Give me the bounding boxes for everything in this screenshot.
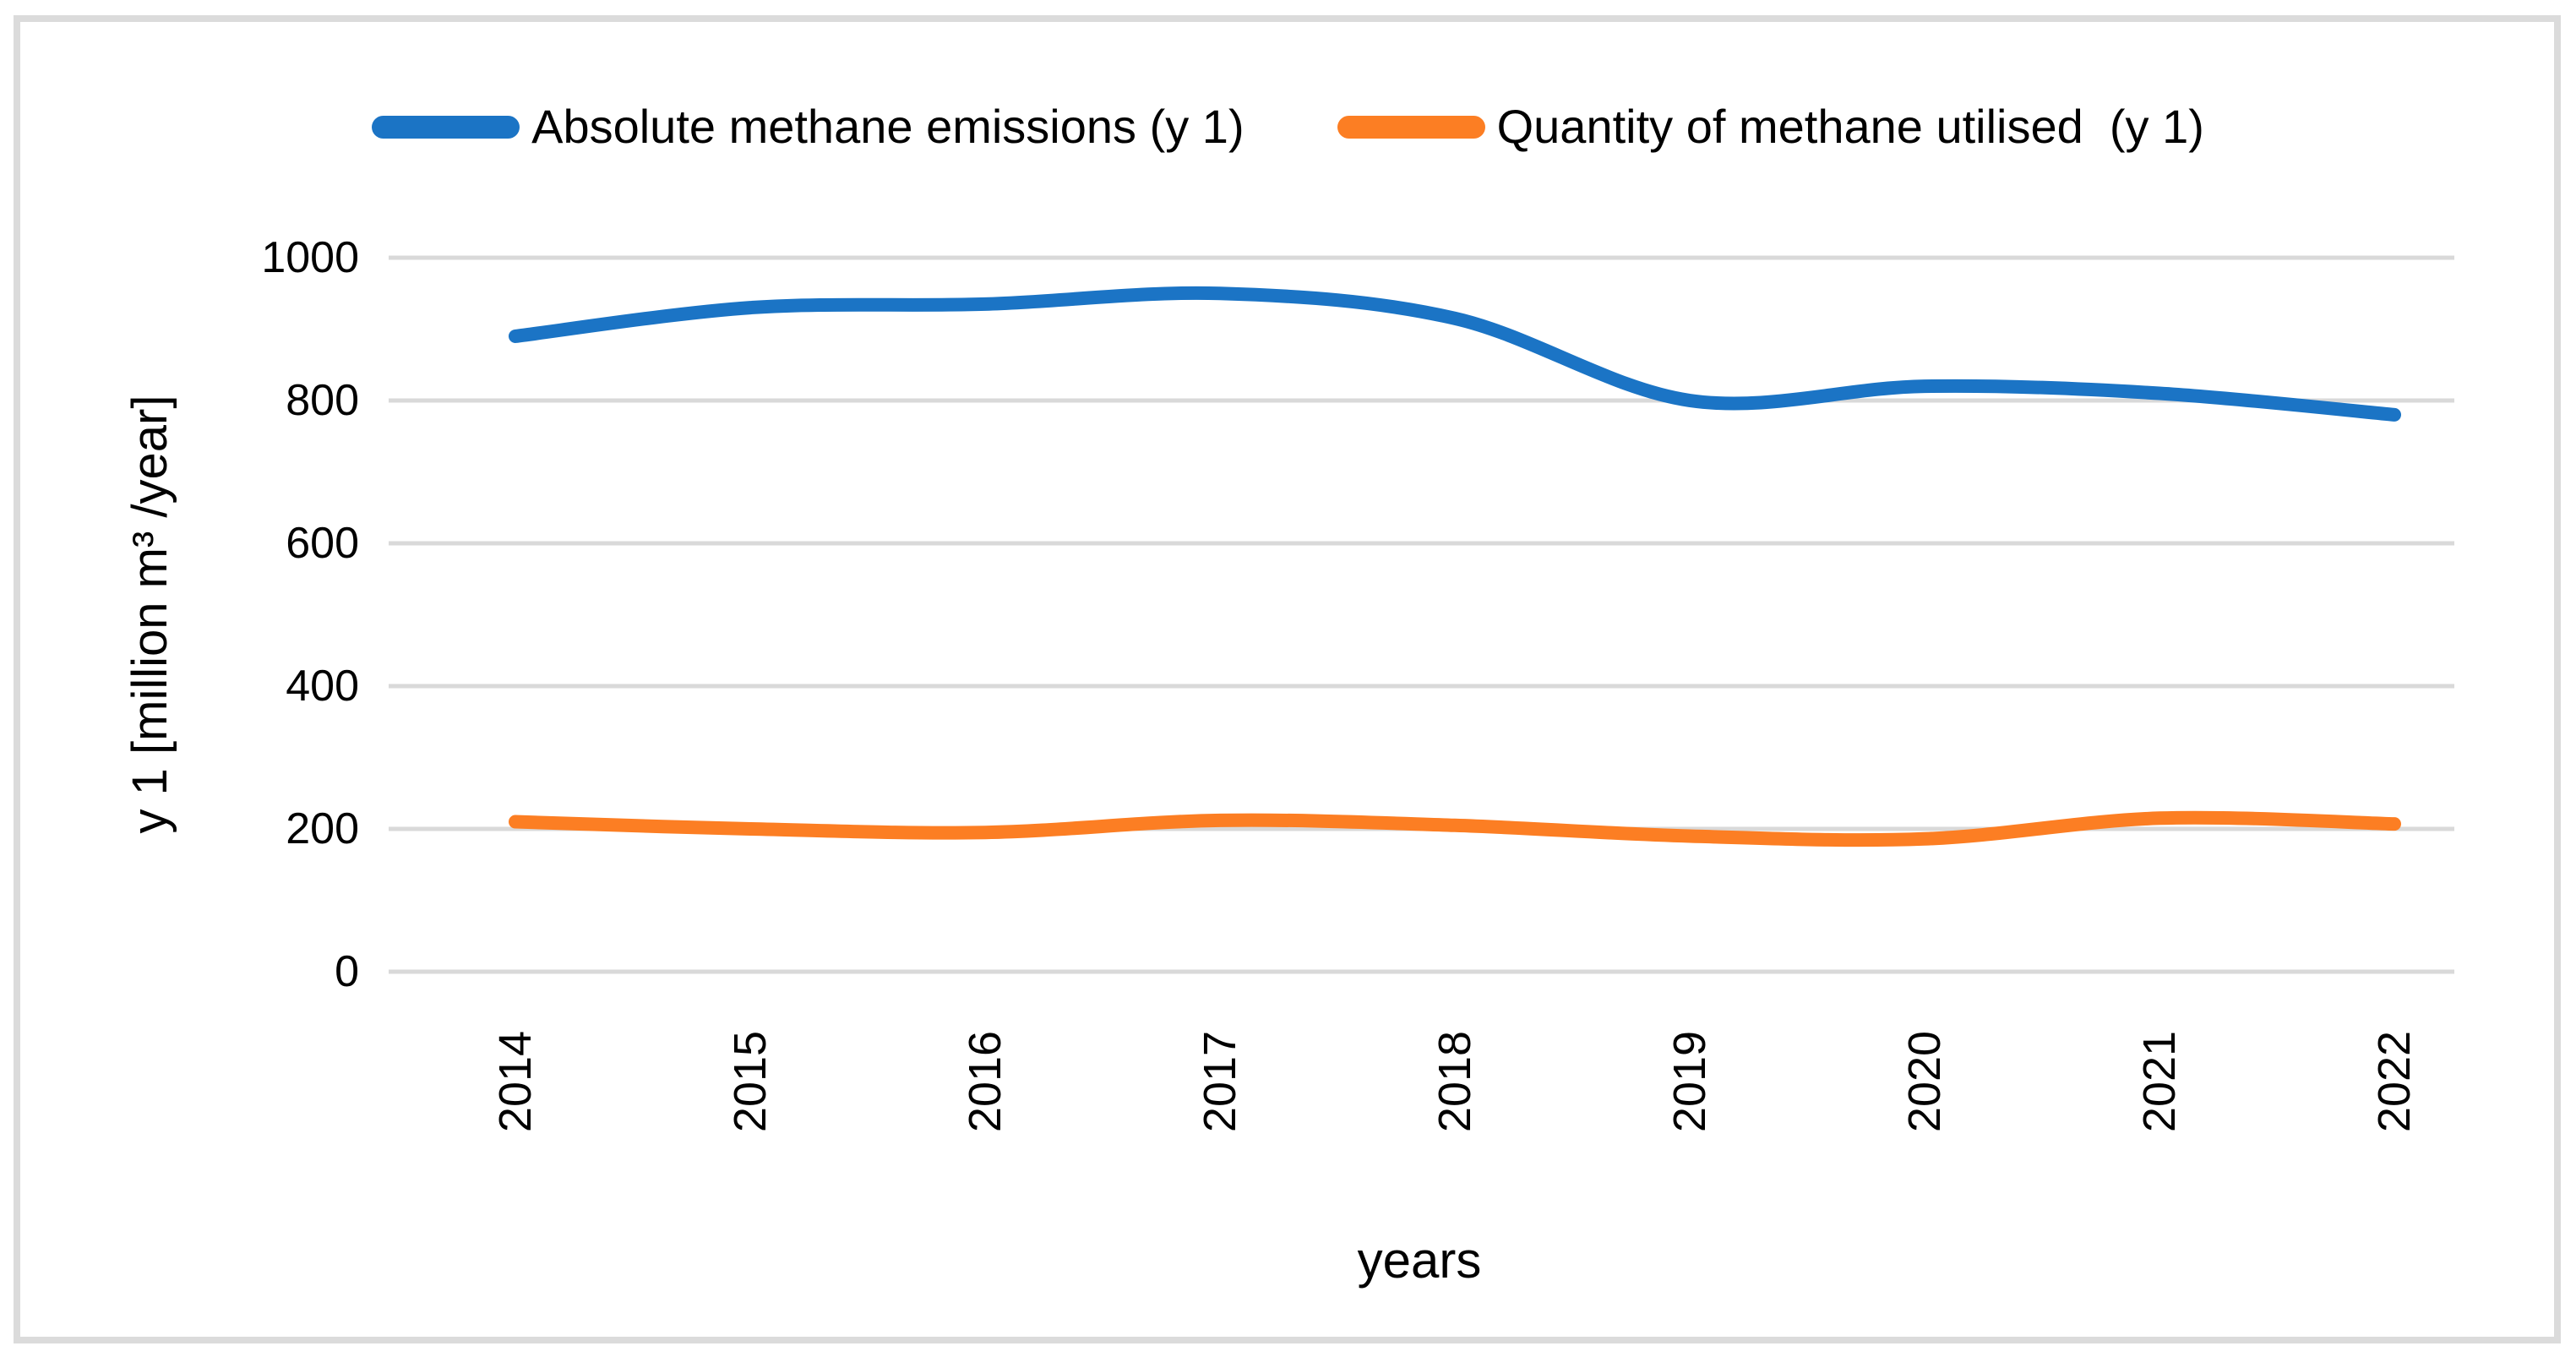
legend-item-methane-utilised: Quantity of methane utilised (y 1) <box>1337 103 2204 150</box>
series-line-absolute-methane-emissions-y-1 <box>509 286 2401 422</box>
y-tick-label-1000: 1000 <box>261 233 359 282</box>
series-line-quantity-of-methane-utilised-y-1 <box>509 810 2401 847</box>
y-tick-label-200: 200 <box>286 804 359 853</box>
legend-item-absolute-emissions: Absolute methane emissions (y 1) <box>372 103 1244 150</box>
x-tick-label-2016: 2016 <box>960 1030 1010 1133</box>
x-tick-label-2022: 2022 <box>2369 1030 2420 1133</box>
y-tick-label-0: 0 <box>335 947 359 996</box>
y-tick-label-600: 600 <box>286 519 359 568</box>
legend-label-absolute-emissions: Absolute methane emissions (y 1) <box>531 100 1244 153</box>
x-tick-label-2021: 2021 <box>2134 1030 2185 1133</box>
x-tick-label-2018: 2018 <box>1430 1030 1480 1133</box>
legend-marker-absolute-emissions <box>372 115 520 139</box>
legend-marker-methane-utilised <box>1337 115 1485 139</box>
y-axis-title: y 1 [million m³ /year] <box>123 395 177 834</box>
y-tick-label-800: 800 <box>286 376 359 425</box>
x-tick-label-2015: 2015 <box>725 1030 776 1133</box>
x-tick-label-2020: 2020 <box>1899 1030 1950 1133</box>
x-axis-title: years <box>1357 1232 1482 1289</box>
x-tick-label-2014: 2014 <box>490 1030 541 1133</box>
legend-label-methane-utilised: Quantity of methane utilised (y 1) <box>1496 100 2204 153</box>
y-tick-label-400: 400 <box>286 662 359 711</box>
legend: Absolute methane emissions (y 1) Quantit… <box>0 84 2576 169</box>
x-tick-label-2019: 2019 <box>1664 1030 1715 1133</box>
chart-outer-border <box>14 15 2561 1343</box>
x-tick-label-2017: 2017 <box>1195 1030 1245 1133</box>
